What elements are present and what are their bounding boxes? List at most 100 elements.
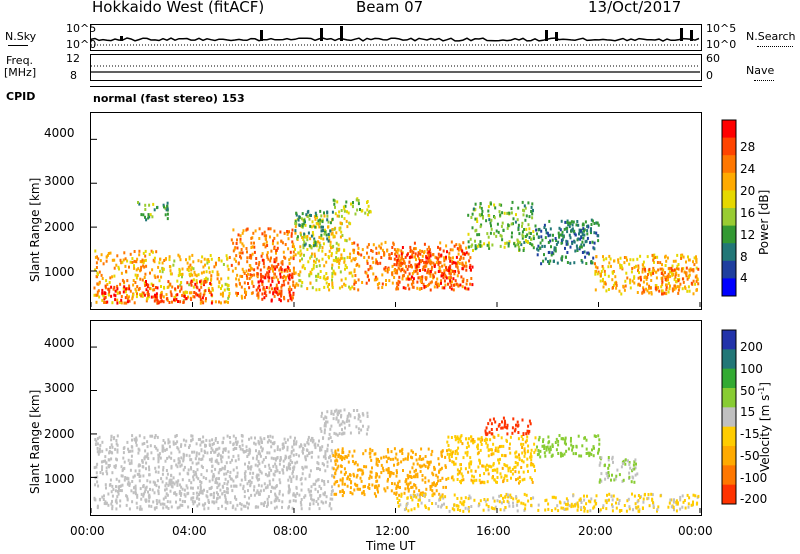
power-cb-swatch-7: [722, 243, 736, 262]
power-cb-swatch-2: [722, 155, 736, 174]
power-colorbar: [721, 119, 737, 297]
nave-label: Nave: [746, 64, 775, 77]
nsky-legend-line: [8, 45, 28, 46]
velocity-region-1: [332, 447, 448, 498]
power-ytick-1000: 1000: [44, 265, 75, 279]
nsky-spike-2: [320, 28, 323, 41]
power-ytick-4000: 4000: [44, 126, 75, 140]
velocity-cb-swatch-3: [722, 388, 736, 408]
vel-cb-tick-200: 200: [740, 340, 763, 354]
power-cb-swatch-9: [722, 278, 736, 297]
nsearch-legend-line: [757, 46, 793, 47]
nsky-spike-4: [545, 30, 548, 41]
power-region-10: [256, 258, 296, 303]
velocity-ytick-4000: 4000: [44, 336, 75, 350]
power-region-2: [230, 227, 296, 301]
freq-tick-bottom: 8: [70, 69, 77, 82]
xtick-3: 12:00: [375, 524, 410, 538]
power-cb-swatch-4: [722, 190, 736, 209]
power-cb-label: Power [dB]: [757, 189, 771, 255]
velocity-colorbar: [721, 329, 737, 505]
nsky-spike-7: [690, 30, 693, 41]
xtick-0: 00:00: [70, 524, 105, 538]
power-ytick-3000: 3000: [44, 174, 75, 188]
date-title: 13/Oct/2017: [588, 0, 682, 16]
nsky-tick-bottom: 10^0: [66, 38, 97, 51]
power-region-14: [294, 209, 334, 248]
xtick-1: 04:00: [172, 524, 207, 538]
nsky-tick-top: 10^5: [66, 22, 97, 35]
vel-cb-tick-100: 100: [740, 362, 763, 376]
vel-cb-tick-m200: -200: [740, 492, 768, 506]
nsky-panel: [90, 24, 702, 51]
velocity-cb-swatch-8: [722, 484, 736, 505]
power-region-8: [101, 284, 131, 305]
nave-tick-top: 60: [706, 52, 720, 65]
power-region-5: [467, 200, 537, 252]
nsky-spike-3: [340, 26, 343, 41]
xtick-5: 20:00: [578, 524, 613, 538]
velocity-region-4: [536, 434, 601, 459]
power-cb-tick-12: 12: [740, 228, 756, 242]
power-region-12: [639, 266, 700, 296]
velocity-cb-swatch-5: [722, 426, 736, 447]
power-cb-tick-28: 28: [740, 140, 756, 154]
power-cb-swatch-3: [722, 172, 736, 191]
xtick-4: 16:00: [476, 524, 511, 538]
power-ylabel: Slant Range [km]: [28, 177, 42, 282]
nave-tick-bottom: 0: [706, 69, 713, 82]
xlabel: Time UT: [366, 539, 416, 553]
xtick-2: 08:00: [273, 524, 308, 538]
velocity-region-3: [484, 416, 532, 437]
vel-cb-tick-m100: -100: [740, 471, 768, 485]
velocity-region-7: [396, 492, 700, 513]
power-cb-tick-8: 8: [740, 250, 748, 264]
nave-legend-line: [754, 80, 774, 81]
vel-cb-tick-m50: -50: [740, 449, 760, 463]
velocity-ytick-2000: 2000: [44, 427, 75, 441]
cpid-label: CPID: [6, 90, 36, 103]
freq-label: Freq.: [6, 54, 34, 67]
velocity-cb-swatch-6: [722, 446, 736, 466]
nsky-spike-5: [555, 32, 558, 41]
velocity-region-5: [598, 455, 639, 484]
nsearch-tick-top: 10^5: [706, 22, 737, 35]
velocity-ytick-3000: 3000: [44, 381, 75, 395]
power-region-13: [137, 201, 169, 222]
velocity-cb-swatch-4: [722, 407, 736, 428]
power-ytick-2000: 2000: [44, 220, 75, 234]
freq-tick-top: 12: [66, 52, 80, 65]
velocity-plot: [90, 320, 702, 516]
power-cb-tick-4: 4: [740, 271, 748, 285]
power-cb-tick-24: 24: [740, 162, 756, 176]
station-title: Hokkaido West (fitACF): [92, 0, 265, 16]
velocity-region-6: [319, 408, 370, 437]
freq-unit: [MHz]: [4, 66, 37, 79]
nsky-spike-1: [260, 30, 263, 41]
power-region-16: [548, 218, 600, 248]
cpid-value: normal (fast stereo) 153: [93, 92, 245, 105]
nsky-trace: [90, 37, 700, 42]
velocity-ylabel: Slant Range [km]: [28, 389, 42, 494]
power-cb-swatch-1: [722, 137, 736, 156]
power-cb-tick-20: 20: [740, 184, 756, 198]
velocity-region-0: [93, 434, 334, 511]
velocity-cb-swatch-7: [722, 465, 736, 486]
power-cb-swatch-8: [722, 260, 736, 279]
velocity-region-2: [446, 433, 537, 485]
power-region-1: [157, 253, 231, 305]
nsearch-label: N.Search: [746, 30, 796, 43]
power-plot: [90, 112, 702, 310]
power-cb-tick-16: 16: [740, 206, 756, 220]
power-cb-swatch-5: [722, 208, 736, 227]
beam-title: Beam 07: [356, 0, 424, 16]
cpid-line: [90, 86, 702, 87]
velocity-cb-swatch-2: [722, 368, 736, 389]
vel-cb-tick-m15: -15: [740, 427, 760, 441]
velocity-cb-swatch-1: [722, 349, 736, 370]
power-region-9: [142, 279, 213, 305]
power-cb-swatch-0: [722, 120, 736, 139]
nsky-spike-6: [680, 28, 683, 41]
power-region-11: [395, 244, 474, 292]
